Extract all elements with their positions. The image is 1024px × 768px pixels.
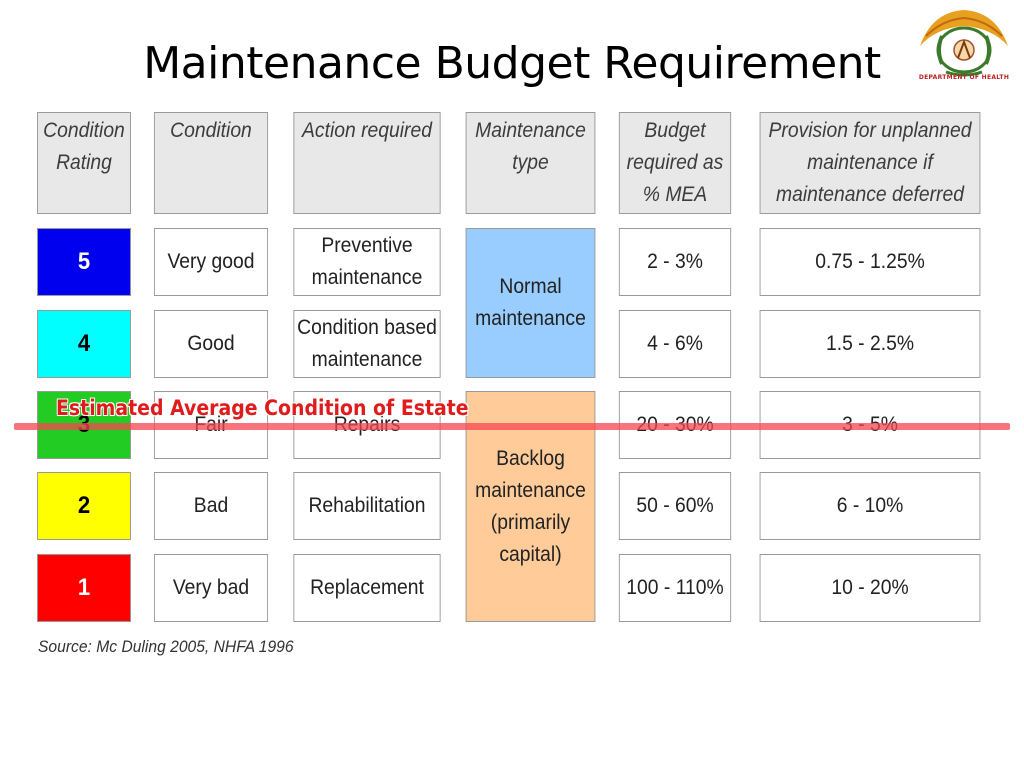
provision-cell-5: 0.75 - 1.25%: [759, 228, 981, 296]
maintenance-type-normal: Normal maintenance: [465, 228, 596, 378]
header-condition-rating: Condition Rating: [37, 112, 131, 214]
rating-cell-4: 4: [37, 310, 131, 378]
slide-title: Maintenance Budget Requirement: [143, 38, 881, 89]
source-note: Source: Mc Duling 2005, NHFA 1996: [38, 637, 294, 656]
header-provision-unplanned: Provision for unplanned maintenance if m…: [759, 112, 981, 214]
budget-cell-4: 4 - 6%: [618, 310, 732, 378]
action-cell-5: Preventive maintenance: [293, 228, 441, 296]
provision-cell-1: 10 - 20%: [759, 554, 981, 622]
header-action-required: Action required: [293, 112, 441, 214]
provision-cell-2: 6 - 10%: [759, 472, 981, 540]
provision-cell-4: 1.5 - 2.5%: [759, 310, 981, 378]
condition-cell-2: Bad: [153, 472, 269, 540]
header-budget-required: Budget required as % MEA: [618, 112, 732, 214]
action-cell-1: Replacement: [293, 554, 441, 622]
condition-cell-5: Very good: [153, 228, 269, 296]
header-condition: Condition: [153, 112, 269, 214]
budget-cell-5: 2 - 3%: [618, 228, 732, 296]
action-cell-4: Condition based maintenance: [293, 310, 441, 378]
rating-cell-1: 1: [37, 554, 131, 622]
logo-caption: DEPARTMENT OF HEALTH: [918, 74, 1010, 81]
budget-cell-2: 50 - 60%: [618, 472, 732, 540]
rating-cell-2: 2: [37, 472, 131, 540]
rating-cell-5: 5: [37, 228, 131, 296]
coat-of-arms-logo: [920, 10, 1008, 77]
condition-cell-1: Very bad: [153, 554, 269, 622]
condition-cell-4: Good: [153, 310, 269, 378]
header-maintenance-type: Maintenance type: [465, 112, 596, 214]
estimated-condition-label: Estimated Average Condition of Estate: [56, 396, 469, 420]
estimated-condition-line: [14, 423, 1010, 430]
budget-cell-1: 100 - 110%: [618, 554, 732, 622]
action-cell-2: Rehabilitation: [293, 472, 441, 540]
